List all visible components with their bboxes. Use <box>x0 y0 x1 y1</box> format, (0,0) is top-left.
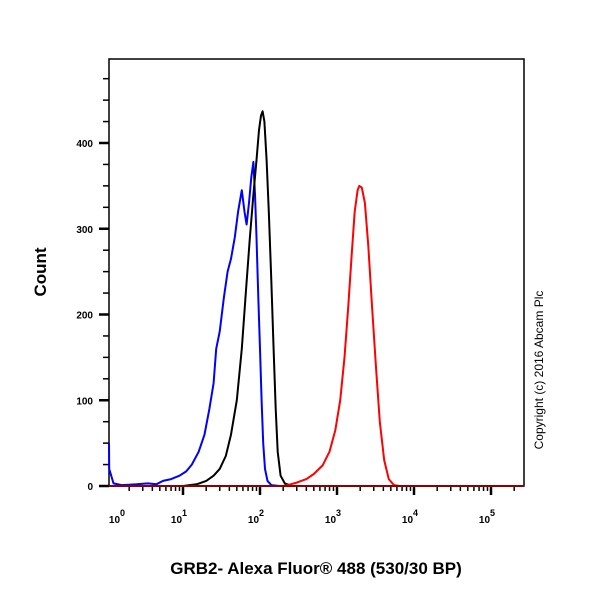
y-tick-label: 0 <box>87 482 93 493</box>
plot-frame <box>108 58 525 487</box>
x-tick-label: 104 <box>402 508 418 526</box>
x-axis: 100 101 102 103 104 105 <box>109 486 515 526</box>
y-axis: 0 100 200 300 400 <box>76 77 109 493</box>
series-grb2 <box>109 184 524 487</box>
x-axis-label: GRB2- Alexa Fluor® 488 (530/30 BP) <box>170 559 462 578</box>
y-axis-label: Count <box>31 247 50 296</box>
copyright-annotation: Copyright (c) 2016 Abcam Plc <box>532 291 546 450</box>
y-tick-label: 300 <box>76 225 93 236</box>
x-tick-label: 101 <box>171 508 187 526</box>
series-group <box>108 110 524 487</box>
series-isotype-control <box>109 110 524 487</box>
series-unlabelled-control <box>108 160 524 487</box>
y-tick-label: 400 <box>76 139 93 150</box>
x-tick-label: 100 <box>109 508 125 526</box>
x-tick-label: 105 <box>479 508 495 526</box>
y-tick-label: 100 <box>76 396 93 407</box>
x-tick-label: 103 <box>325 508 341 526</box>
y-tick-label: 200 <box>76 311 93 322</box>
x-tick-label: 102 <box>248 508 264 526</box>
